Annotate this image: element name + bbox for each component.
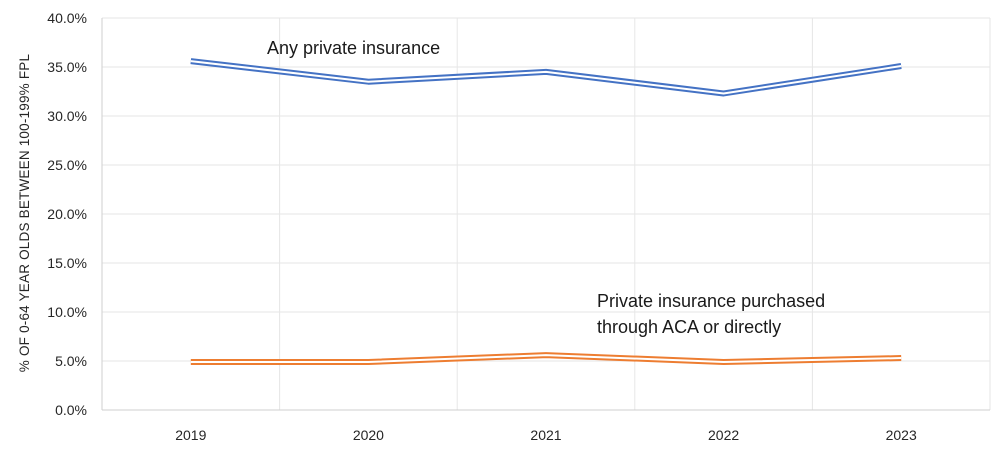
y-tick-label: 20.0% [47, 206, 87, 222]
x-tick-label: 2021 [530, 427, 561, 443]
y-tick-label: 10.0% [47, 304, 87, 320]
axes [101, 18, 990, 411]
y-tick-label: 25.0% [47, 157, 87, 173]
y-tick-label: 5.0% [55, 353, 87, 369]
series-line-inner-0 [190, 60, 902, 95]
y-tick-label: 35.0% [47, 59, 87, 75]
annotation-aca-line-1: Private insurance purchased [597, 291, 825, 311]
y-tick-label: 30.0% [47, 108, 87, 124]
y-tick-label: 15.0% [47, 255, 87, 271]
x-tick-label: 2022 [708, 427, 739, 443]
series-line-outer-0 [190, 58, 902, 97]
x-tick-label: 2020 [353, 427, 384, 443]
series-lines [190, 58, 902, 365]
y-tick-labels: 0.0% 5.0% 10.0% 15.0% 20.0% 25.0% 30.0% 35.0% 40… [47, 10, 87, 418]
y-tick-label: 0.0% [55, 402, 87, 418]
grid-lines [102, 17, 991, 410]
y-tick-label: 40.0% [47, 10, 87, 26]
x-tick-labels: 2019 2020 2021 2022 2023 [175, 427, 917, 443]
series-line-inner-1 [190, 354, 902, 363]
annotation-any-private-insurance: Any private insurance [267, 38, 440, 58]
x-tick-label: 2019 [175, 427, 206, 443]
y-axis-label: % OF 0-64 YEAR OLDS BETWEEN 100-199% FPL [17, 54, 32, 373]
annotation-aca-line-2: through ACA or directly [597, 317, 781, 337]
x-tick-label: 2023 [886, 427, 917, 443]
